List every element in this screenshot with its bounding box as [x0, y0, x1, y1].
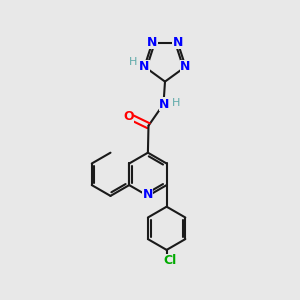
Text: N: N [159, 98, 169, 111]
Text: N: N [143, 188, 153, 202]
Text: N: N [180, 60, 191, 73]
Text: H: H [129, 57, 137, 67]
Text: Cl: Cl [164, 254, 177, 267]
Text: N: N [139, 60, 150, 73]
Text: N: N [147, 36, 158, 49]
Text: H: H [172, 98, 180, 108]
Text: N: N [172, 36, 183, 49]
Text: O: O [123, 110, 134, 123]
